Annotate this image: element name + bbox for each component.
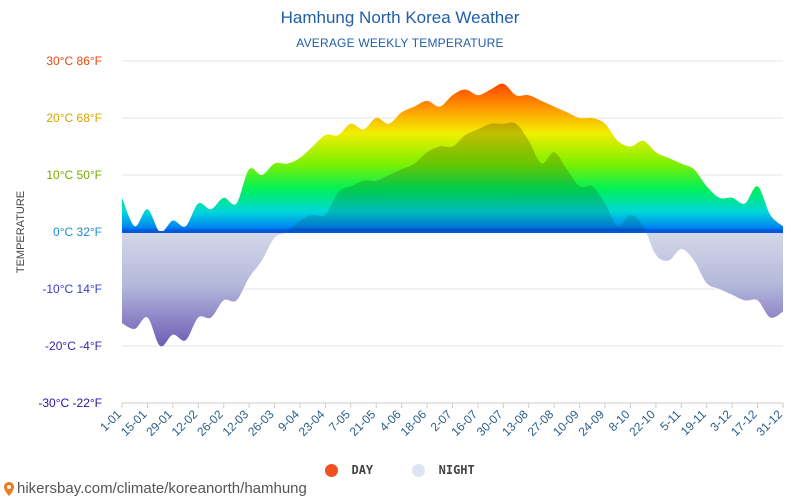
x-tick-label: 16-07 (448, 407, 480, 439)
x-tick-label: 21-05 (347, 407, 379, 439)
y-tick-label: 10°C 50°F (46, 168, 102, 182)
y-tick-label: 0°C 32°F (53, 225, 102, 239)
legend-day[interactable]: DAY (325, 463, 373, 477)
y-tick-label: -20°C -4°F (45, 339, 102, 353)
y-tick-label: -10°C 14°F (42, 282, 102, 296)
y-axis-title: TEMPERATURE (15, 191, 27, 273)
source-text: hikersbay.com/climate/koreanorth/hamhung (17, 480, 307, 497)
legend: DAY NIGHT (0, 462, 800, 477)
x-tick-label: 13-08 (499, 407, 531, 439)
x-tick-label: 15-01 (118, 407, 150, 439)
page-title: Hamhung North Korea Weather (280, 8, 520, 27)
night-dot-icon (412, 463, 426, 477)
x-tick-label: 27-08 (525, 407, 557, 439)
night-area-negative (122, 232, 783, 347)
x-tick-label: 24-09 (576, 407, 608, 439)
y-axis: 30°C 86°F 20°C 68°F 10°C 50°F 0°C 32°F -10°C… (38, 54, 102, 410)
x-tick-label: 19-11 (678, 407, 709, 438)
page-subtitle: AVERAGE WEEKLY TEMPERATURE (296, 36, 504, 50)
map-pin-icon (4, 481, 14, 496)
day-dot-icon (325, 463, 339, 477)
source-link[interactable]: hikersbay.com/climate/koreanorth/hamhung (4, 480, 307, 497)
x-tick-label: 30-07 (474, 407, 506, 439)
x-tick-label: 26-02 (194, 407, 226, 439)
y-tick-label: -30°C -22°F (38, 396, 102, 410)
series-layer (122, 83, 783, 347)
x-tick-label: 17-12 (728, 407, 760, 439)
y-tick-label: 30°C 86°F (46, 54, 102, 68)
x-tick-label: 22-10 (626, 407, 658, 439)
x-tick-label: 12-03 (220, 407, 252, 439)
y-tick-label: 20°C 68°F (46, 111, 102, 125)
legend-day-label: DAY (351, 462, 374, 477)
x-axis: 1-0115-0129-0112-0226-0212-0326-039-0423… (97, 402, 786, 439)
legend-night-label: NIGHT (438, 462, 475, 477)
x-tick-label: 12-02 (169, 407, 201, 439)
x-tick-label: 10-09 (550, 407, 582, 439)
night-area-positive (122, 122, 783, 232)
x-tick-label: 23-04 (296, 407, 328, 439)
x-tick-label: 29-01 (143, 407, 175, 439)
x-tick-label: 18-06 (398, 407, 430, 439)
legend-night[interactable]: NIGHT (412, 462, 475, 477)
x-tick-label: 31-12 (754, 407, 786, 439)
x-tick-label: 26-03 (245, 407, 277, 439)
